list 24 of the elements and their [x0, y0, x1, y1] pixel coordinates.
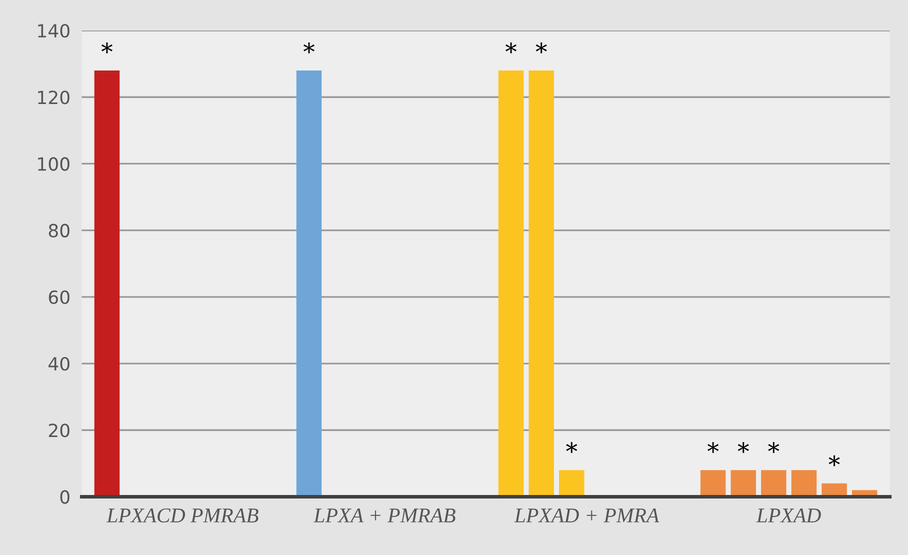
y-tick-label: 120 [38, 90, 70, 104]
data-label: * [768, 442, 780, 453]
x-tick-label: LPXA + PMRAB [313, 508, 456, 522]
y-tick-label: 20 [48, 424, 70, 438]
y-tick-label: 0 [60, 490, 70, 504]
data-label: * [738, 442, 749, 453]
x-tick-label: LPXAD + PMRA [514, 508, 660, 522]
x-tick-label: LPXACD PMRAB [106, 508, 258, 522]
y-tick-label: 40 [48, 356, 70, 371]
y-tick-label: 80 [48, 224, 70, 238]
data-label: * [303, 42, 315, 54]
x-tick-label: LPXAD [756, 508, 821, 522]
data-label: * [566, 442, 578, 453]
y-tick-label: 100 [38, 157, 70, 171]
data-label: * [506, 42, 517, 54]
data-label: * [536, 42, 547, 54]
y-tick-label: 60 [48, 290, 70, 304]
bar [296, 70, 322, 497]
data-label: * [708, 442, 719, 453]
y-tick-label: 140 [38, 24, 70, 38]
bar [791, 470, 817, 497]
data-label: * [101, 42, 112, 54]
bar [94, 70, 120, 497]
data-label: * [828, 455, 840, 466]
